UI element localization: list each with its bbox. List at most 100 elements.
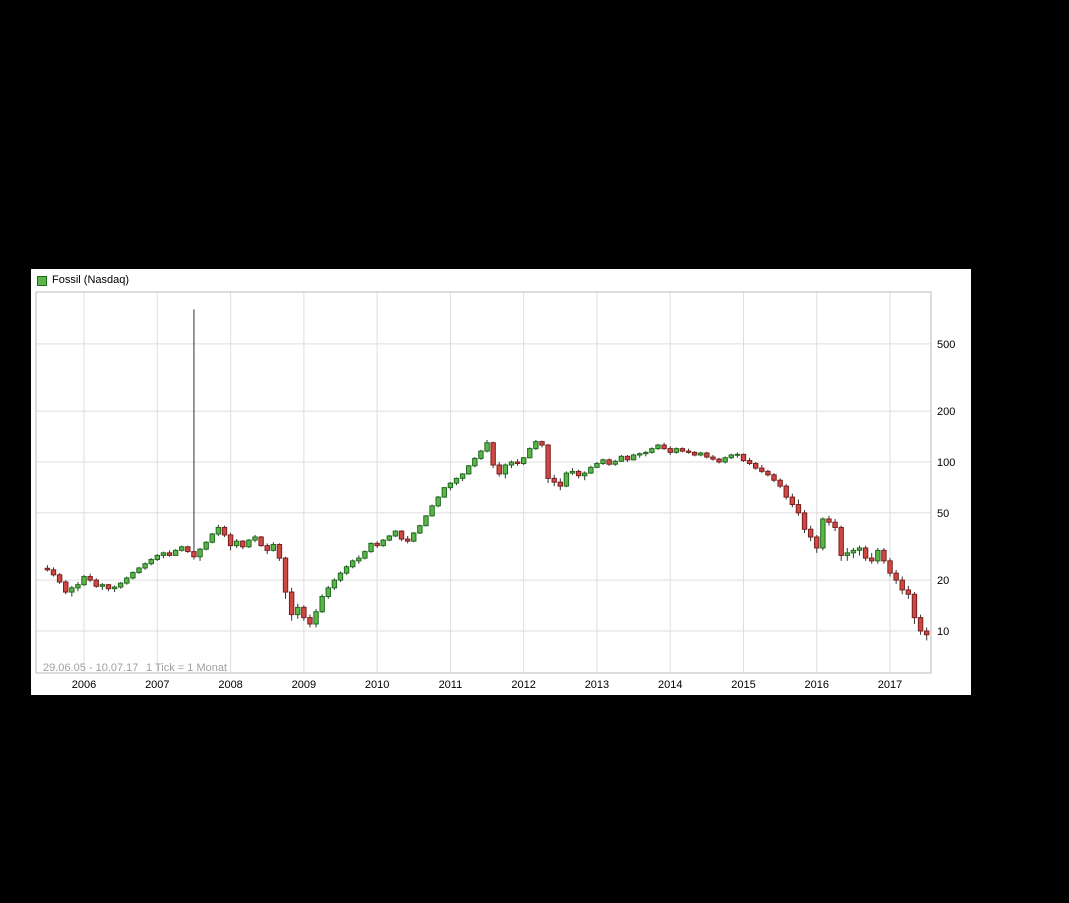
candle-body [191,551,197,558]
candle-body [679,448,686,452]
candle-body [209,533,215,543]
candle-body [69,587,75,593]
candle-body [429,505,435,517]
candle-body [765,470,771,476]
candle-body [453,477,460,484]
candle-body [783,485,789,498]
plot-border [35,291,932,674]
candle-body [893,572,899,581]
candle-body [325,587,331,598]
candle-body [710,456,716,460]
candle-body [185,546,191,553]
candle-body [887,560,893,574]
y-axis-label: 10 [937,626,949,638]
candle-body [215,526,222,535]
candle-body [441,487,447,498]
candle-body [386,535,393,541]
candle-body [575,470,582,477]
candle-body [777,479,783,487]
candle-body [240,540,246,548]
candle-body [716,458,722,463]
candle-body [820,518,826,549]
candle-body [514,461,521,464]
candle-body [618,455,625,462]
candle-body [111,586,118,590]
candle-body [142,563,148,569]
candle-body [350,560,356,568]
candle-body [130,571,136,579]
candle-body [527,448,533,459]
candle-body [551,477,557,483]
candle-body [343,566,350,574]
candle-body [752,462,759,469]
legend-swatch-icon [37,275,47,286]
candle-body [258,536,264,547]
candle-body [203,541,209,550]
candle-body [490,442,496,466]
candle-body [746,460,753,464]
candle-body [655,444,661,450]
x-axis-label: 2014 [658,679,682,691]
candle-body [771,474,777,481]
candle-body [539,441,545,446]
candle-body [356,557,362,562]
candle-body [795,504,802,514]
x-axis-label: 2007 [145,679,169,691]
candle-body [99,584,106,587]
date-range-label: 29.06.05 - 10.07.17 [43,662,138,674]
candle-body [899,579,905,591]
candle-body [923,630,930,636]
x-axis-label: 2011 [439,679,463,691]
candle-body [252,536,258,541]
candle-body [520,457,527,464]
candle-body [319,596,325,613]
candle-body [649,448,655,453]
candle-body [417,525,423,534]
candle-body [740,453,747,462]
candle-body [643,451,649,455]
candle-body [557,481,564,487]
candle-body [179,546,185,551]
candle-body [881,549,887,562]
y-axis-label: 20 [937,575,949,587]
candle-body [362,551,368,559]
candle-body [380,539,386,547]
candle-body [636,453,643,456]
candle-body [704,452,710,458]
candle-body [832,521,838,528]
candle-body [81,576,87,586]
candle-body [612,460,618,465]
candle-body [166,552,173,556]
candle-body [807,528,814,538]
candle-body [917,617,924,632]
candle-body [569,470,576,474]
candle-body [44,567,51,571]
candle-body [478,450,484,459]
candle-body [75,584,81,589]
candle-body [856,547,863,551]
candle-body [154,554,161,560]
candle-body [276,543,283,559]
candle-body [56,574,63,583]
candle-body [374,542,380,547]
candle-body [398,530,405,540]
candle-body [472,457,478,467]
candle-body [826,518,832,523]
candle-body [459,473,466,479]
x-axis-label: 2013 [585,679,609,691]
chart-legend: Fossil (Nasdaq) [37,275,129,286]
candle-body [789,496,796,506]
candle-body [447,482,454,489]
candle-body [869,557,875,562]
candle-body [411,532,417,542]
candle-body [508,461,515,466]
x-axis-label: 2008 [218,679,242,691]
candlestick-chart: 2006 2007 2008 2009 2010 2011 2012 2013 2014 2015… [35,291,955,691]
candle-body [722,457,728,463]
candle-body [295,606,301,616]
candle-body [93,579,99,587]
candle-body [221,526,228,536]
candle-body [313,611,319,625]
candle-body [270,543,277,551]
candle-body [301,606,307,619]
